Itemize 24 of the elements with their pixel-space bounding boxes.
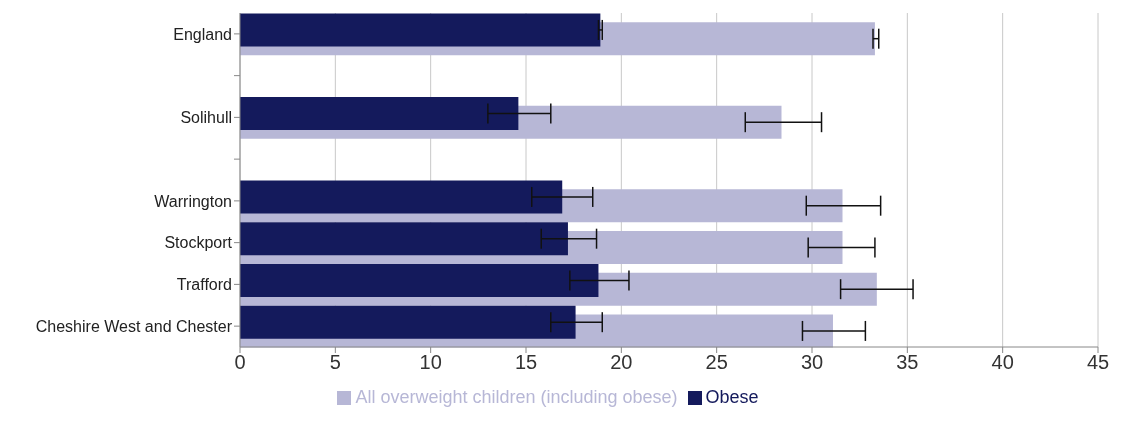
bar [240, 13, 601, 47]
y-tick-label: Cheshire West and Chester [35, 317, 233, 335]
bar [240, 263, 599, 297]
legend-label: Obese [705, 387, 759, 407]
x-tick-label: 40 [991, 351, 1014, 374]
y-tick-label: Solihull [180, 109, 232, 127]
bar [240, 180, 563, 214]
x-tick-label: 35 [896, 351, 919, 374]
x-tick-label: 30 [800, 351, 824, 374]
y-tick-label: Warrington [154, 192, 232, 210]
y-tick-label: Stockport [164, 234, 233, 252]
x-tick-label: 25 [705, 351, 728, 374]
bar [240, 96, 519, 130]
x-tick-label: 5 [329, 351, 341, 374]
x-tick-label: 20 [610, 351, 633, 374]
bar [240, 305, 576, 339]
y-tick-label: Trafford [176, 276, 232, 294]
x-tick-label: 0 [234, 351, 246, 374]
x-tick-label: 10 [419, 351, 442, 374]
y-tick-label: England [173, 25, 232, 43]
x-tick-label: 45 [1086, 351, 1110, 374]
x-tick-label: 15 [514, 351, 538, 374]
bar [240, 222, 568, 256]
legend-label: All overweight children (including obese) [355, 387, 678, 407]
